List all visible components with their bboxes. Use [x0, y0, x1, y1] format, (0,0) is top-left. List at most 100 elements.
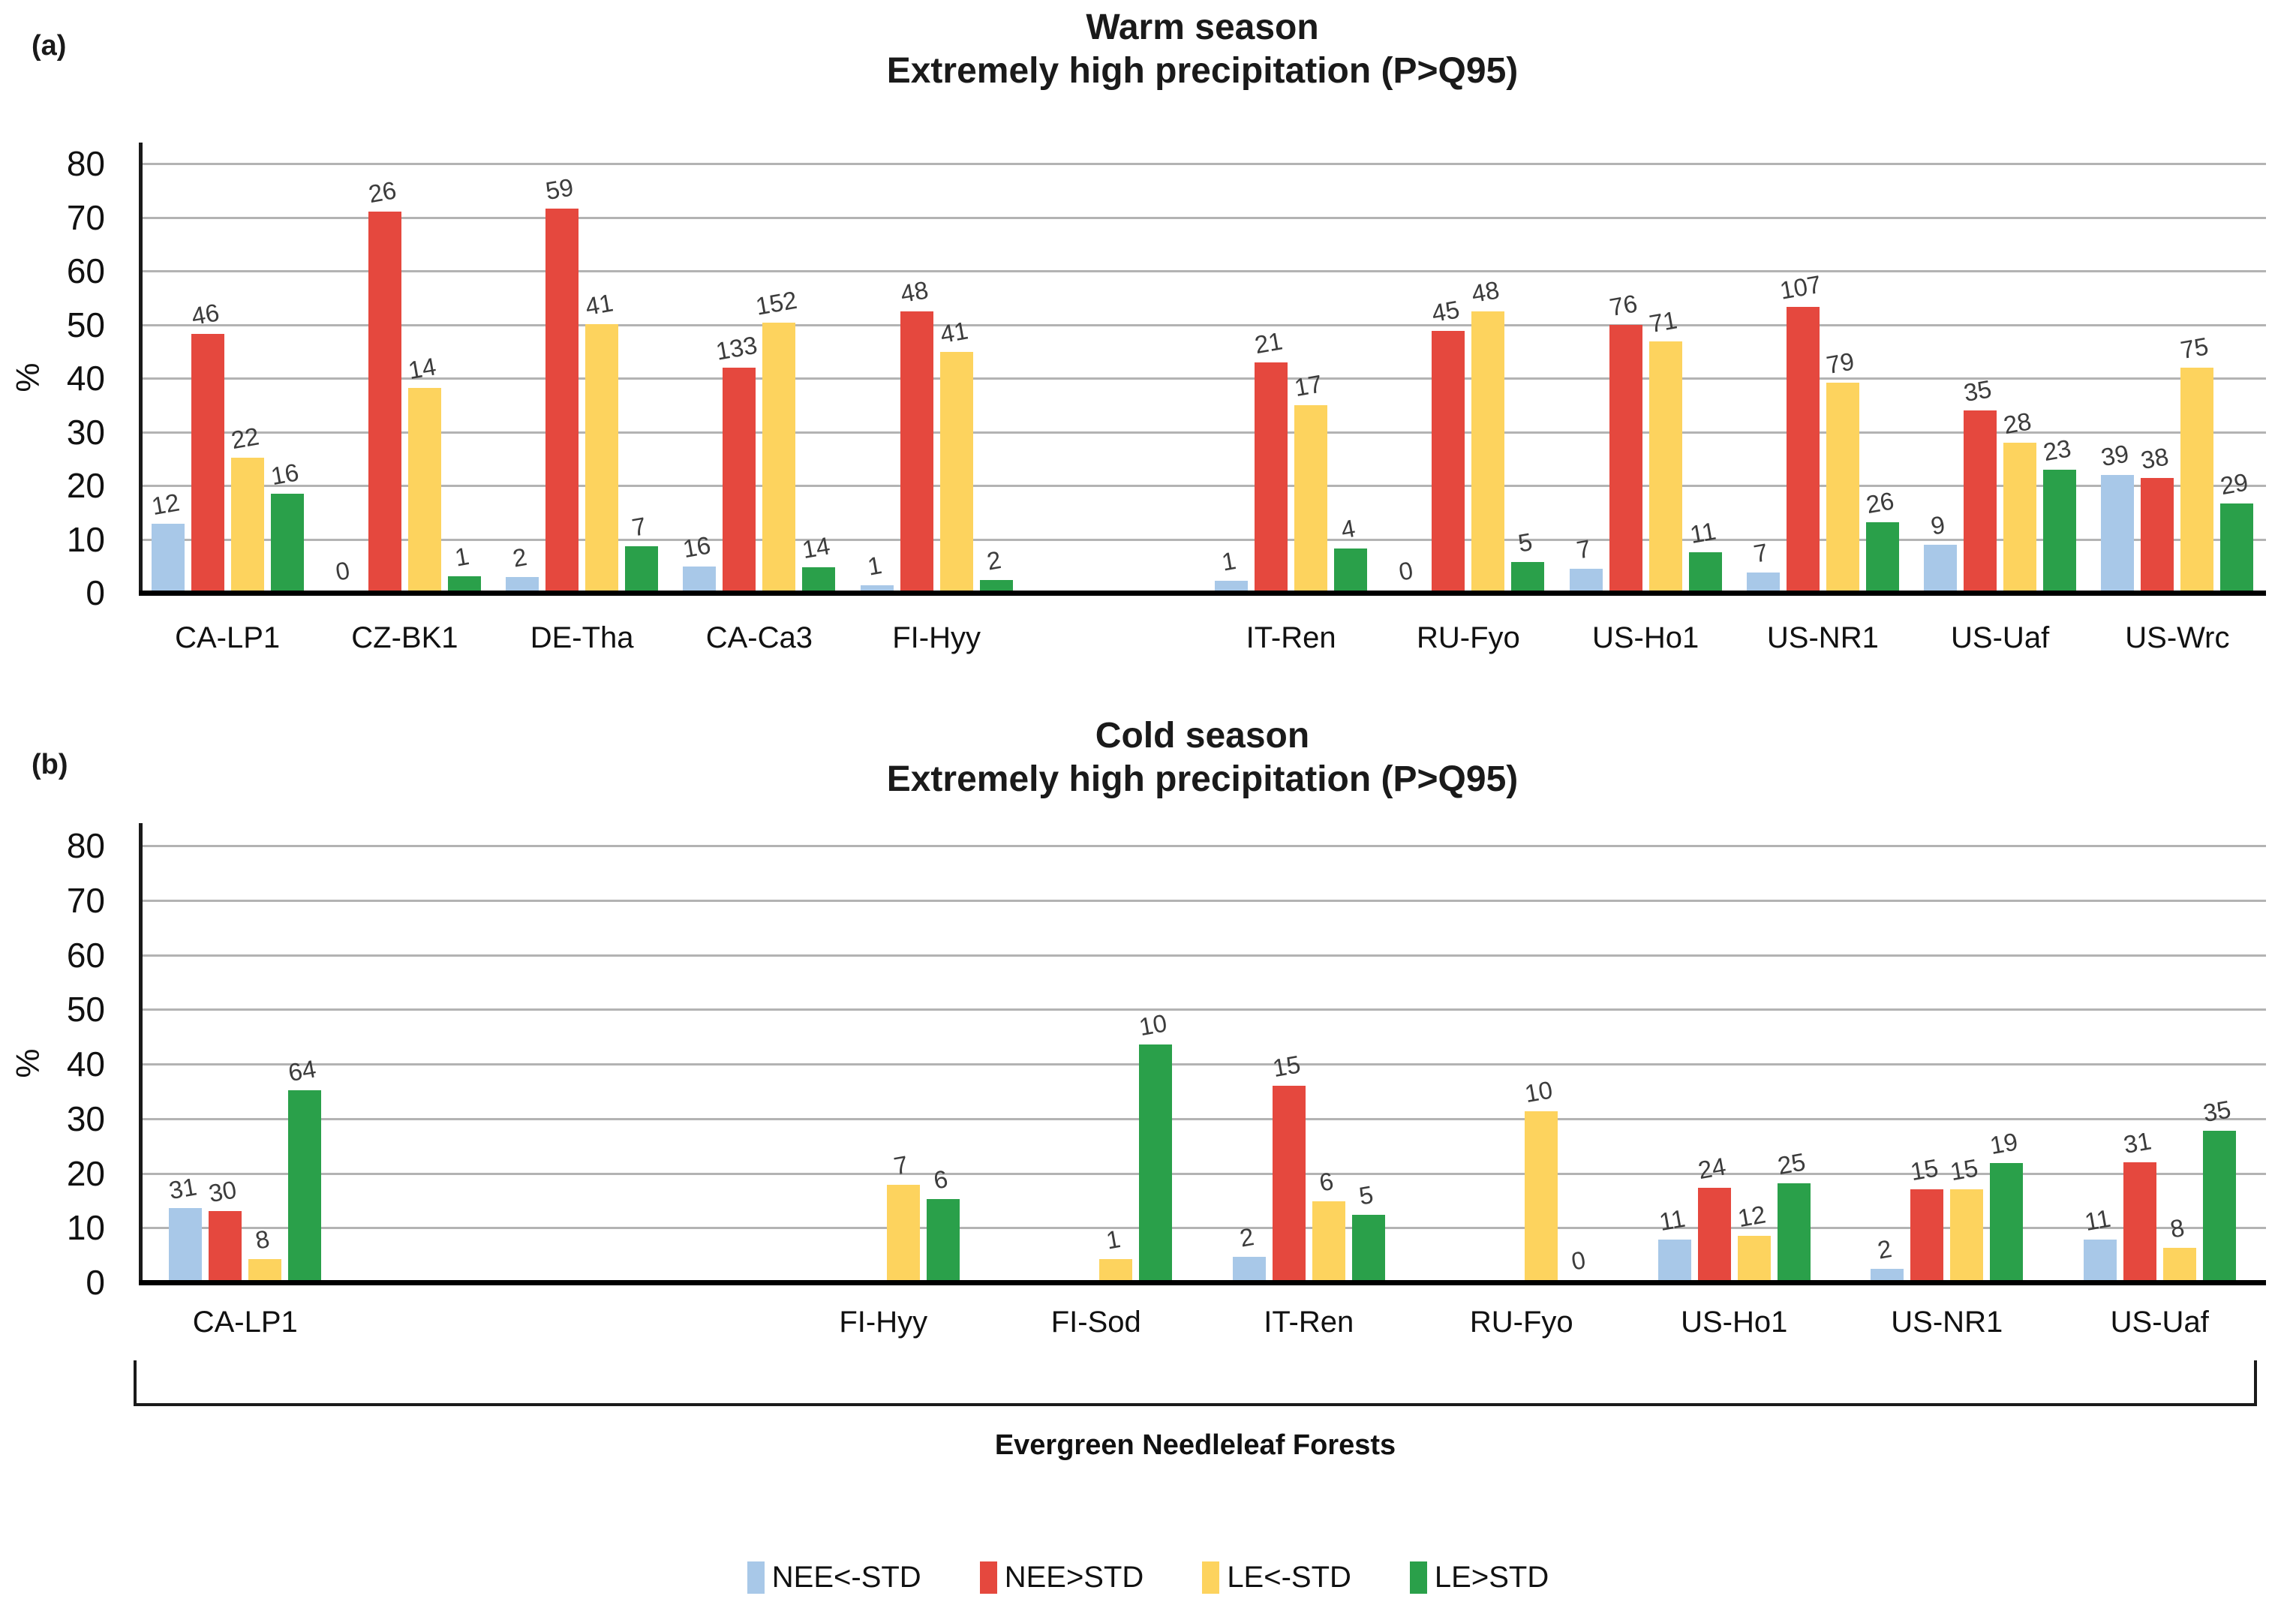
- y-tick-label: 10: [66, 519, 105, 559]
- x-tick-label: FI-Hyy: [839, 1306, 928, 1339]
- bar-value-label: 12: [149, 488, 182, 521]
- bar-NEE<-STD: [506, 577, 539, 591]
- legend-swatch: [979, 1561, 997, 1594]
- bar-LE<-STD: [2003, 443, 2037, 591]
- bar-value-label: 26: [366, 176, 398, 209]
- chart-title: Cold season: [1095, 716, 1310, 756]
- x-tick-label: FI-Sod: [1050, 1306, 1141, 1339]
- bar-value-label: 30: [206, 1174, 239, 1207]
- bar-value-label: 15: [1270, 1050, 1303, 1083]
- bar-NEE<-STD: [683, 566, 717, 591]
- bar-LE<-STD: [1294, 405, 1328, 591]
- bar-LE<-STD: [230, 457, 264, 591]
- bar-NEE>STD: [191, 334, 224, 591]
- bar-value-label: 28: [2001, 407, 2034, 440]
- bar-value-label: 48: [1469, 275, 1502, 308]
- x-tick-label: IT-Ren: [1264, 1306, 1354, 1339]
- bar-value-label: 107: [1778, 270, 1823, 305]
- chart-subtitle: Extremely high precipitation (P>Q95): [886, 759, 1519, 799]
- gridline: [139, 431, 2266, 434]
- panel-tag: (b): [32, 749, 68, 780]
- bar-NEE<-STD: [2083, 1240, 2117, 1280]
- bar-value-label: 14: [406, 352, 438, 385]
- gridline: [139, 1008, 2266, 1011]
- bar-LE<-STD: [2180, 368, 2214, 591]
- legend-label: NEE<-STD: [771, 1561, 921, 1594]
- bar-value-label: 2: [1875, 1234, 1895, 1265]
- forest-type-label: Evergreen Needleleaf Forests: [994, 1429, 1396, 1461]
- y-axis-line: [139, 143, 143, 593]
- gridline: [139, 1117, 2266, 1120]
- bar-LE<-STD: [407, 388, 441, 591]
- legend-swatch: [1409, 1561, 1427, 1594]
- x-tick-label: RU-Fyo: [1469, 1306, 1573, 1339]
- bar-value-label: 7: [630, 511, 648, 542]
- legend-item: NEE>STD: [979, 1561, 1143, 1594]
- legend-item: LE>STD: [1409, 1561, 1549, 1594]
- x-axis-line: [139, 591, 2266, 596]
- bar-value-label: 14: [800, 531, 833, 564]
- y-tick-label: 50: [66, 990, 105, 1029]
- bar-value-label: 8: [2168, 1213, 2186, 1243]
- x-tick-label: DE-Tha: [530, 621, 634, 654]
- bar-NEE>STD: [1255, 362, 1288, 591]
- bar-value-label: 26: [1864, 486, 1896, 519]
- bar-value-label: 31: [167, 1172, 200, 1205]
- bar-NEE>STD: [1272, 1086, 1306, 1280]
- bar-NEE<-STD: [1924, 545, 1958, 591]
- gridline: [139, 377, 2266, 380]
- bar-LE>STD: [1990, 1163, 2024, 1280]
- bar-LE<-STD: [886, 1185, 920, 1280]
- bar-NEE>STD: [1964, 410, 1997, 591]
- y-tick-label: 80: [66, 826, 105, 865]
- gridline: [139, 1172, 2266, 1175]
- bar-value-label: 21: [1252, 326, 1285, 359]
- gridline: [139, 1063, 2266, 1065]
- bar-NEE>STD: [1697, 1188, 1731, 1280]
- bar-value-label: 24: [1696, 1152, 1728, 1185]
- y-tick-label: 30: [66, 412, 105, 452]
- x-tick-label: US-Uaf: [1951, 621, 2050, 654]
- bar-NEE<-STD: [1657, 1240, 1691, 1280]
- bar-NEE<-STD: [1746, 573, 1780, 591]
- bar-value-label: 9: [1928, 510, 1947, 540]
- bar-LE<-STD: [1099, 1258, 1133, 1280]
- y-tick-label: 40: [66, 359, 105, 398]
- bar-LE>STD: [926, 1198, 960, 1280]
- bar-value-label: 41: [937, 316, 970, 349]
- bar-value-label: 46: [188, 298, 221, 331]
- gridline: [139, 1227, 2266, 1230]
- y-tick-label: 70: [66, 197, 105, 237]
- bar-NEE>STD: [2141, 477, 2174, 591]
- bar-value-label: 1: [452, 542, 471, 573]
- x-tick-label: US-Wrc: [2125, 621, 2230, 654]
- bar-LE>STD: [1688, 552, 1722, 591]
- bar-LE<-STD: [1525, 1111, 1558, 1280]
- y-tick-label: 0: [86, 1263, 105, 1302]
- y-tick-label: 80: [66, 144, 105, 183]
- bar-value-label: 59: [543, 173, 576, 206]
- chart-subtitle: Extremely high precipitation (P>Q95): [886, 51, 1519, 91]
- y-tick-label: 30: [66, 1099, 105, 1138]
- bar-value-label: 0: [333, 555, 352, 586]
- bar-NEE>STD: [545, 208, 579, 591]
- x-tick-label: US-NR1: [1891, 1306, 2003, 1339]
- bar-value-label: 152: [753, 285, 800, 320]
- legend-swatch: [747, 1561, 765, 1594]
- bar-value-label: 6: [1317, 1167, 1336, 1197]
- bar-value-label: 39: [2099, 439, 2132, 472]
- legend-item: LE<-STD: [1202, 1561, 1351, 1594]
- bar-value-label: 41: [583, 288, 616, 320]
- gridline: [139, 954, 2266, 957]
- x-tick-label: RU-Fyo: [1416, 621, 1520, 654]
- gridline: [139, 323, 2266, 326]
- bar-value-label: 71: [1646, 305, 1679, 338]
- legend-swatch: [1202, 1561, 1220, 1594]
- bar-NEE>STD: [723, 368, 756, 591]
- gridline: [139, 163, 2266, 165]
- bar-LE<-STD: [1826, 382, 1859, 591]
- bar-value-label: 76: [1606, 289, 1639, 322]
- bar-LE>STD: [1777, 1183, 1811, 1280]
- bar-value-label: 75: [2178, 332, 2211, 365]
- x-tick-label: CA-LP1: [192, 1306, 298, 1339]
